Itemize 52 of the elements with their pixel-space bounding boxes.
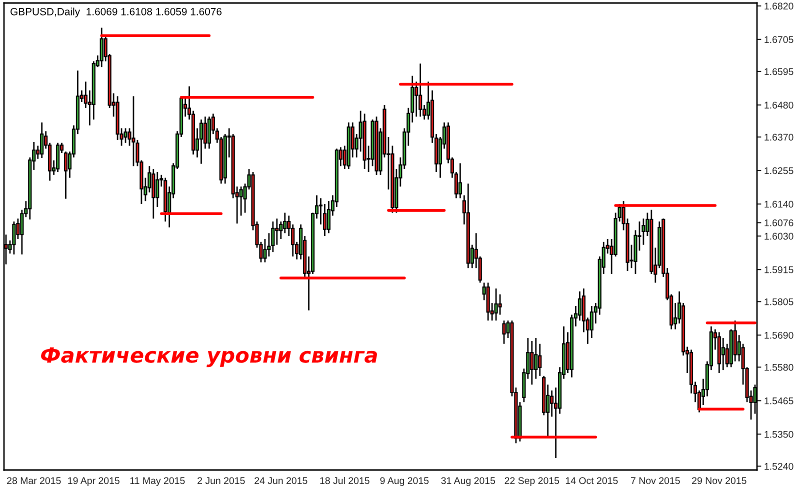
candlestick [152, 168, 156, 220]
y-tick-label: 1.6595 [764, 68, 794, 76]
y-tick-label: 1.5805 [764, 298, 794, 306]
candlestick [534, 337, 538, 380]
candlestick [733, 320, 737, 362]
candlestick [40, 122, 44, 159]
y-tick-label: 1.6480 [764, 102, 794, 109]
y-tick-label: 1.5690 [764, 332, 794, 339]
candlestick [124, 128, 128, 144]
candlestick [199, 118, 204, 165]
y-tick-label: 1.6370 [764, 134, 794, 141]
x-tick-label: 31 Aug 2015 [441, 477, 496, 486]
y-tick-label: 1.5350 [764, 430, 794, 438]
candlestick [721, 337, 725, 371]
x-tick-label: 19 Apr 2015 [68, 477, 120, 486]
x-tick-label: 24 Jun 2015 [254, 477, 308, 484]
y-tick-label: 1.6255 [764, 167, 794, 174]
candlestick [12, 220, 16, 256]
y-tick-label: 1.5915 [764, 266, 794, 274]
x-tick-label: 22 Sep 2015 [504, 477, 560, 486]
candlestick [538, 343, 542, 377]
y-tick-label: 1.6140 [764, 200, 794, 208]
annotation: Фактические уровни свинга [41, 347, 377, 368]
x-tick-label: 28 Mar 2015 [7, 477, 61, 484]
x-tick-label: 9 Aug 2015 [380, 477, 429, 486]
candlestick [418, 62, 422, 118]
y-tick-label: 1.5465 [764, 397, 794, 404]
candlestick [498, 294, 502, 316]
y-tick-label: 1.5240 [764, 462, 794, 470]
candlestick [271, 220, 275, 253]
x-tick-label: 2 Jun 2015 [198, 477, 245, 484]
x-tick-label: 7 Nov 2015 [631, 477, 680, 484]
chart-title: GBPUSD,Daily 1.6069 1.6108 1.6059 1.6076 [10, 8, 222, 18]
y-tick-label: 1.6820 [764, 2, 794, 10]
y-tick-label: 1.6030 [764, 232, 794, 240]
candlestick [207, 116, 211, 150]
candlestick [530, 340, 534, 386]
candlestick [502, 320, 506, 345]
y-tick-label: 1.5580 [764, 364, 794, 371]
y-tick-label: 1.6076 [764, 219, 794, 226]
candlestick [494, 288, 498, 322]
candlestick [275, 218, 279, 246]
candlestick [458, 162, 462, 199]
candlestick [156, 171, 160, 208]
candlestick [132, 96, 136, 167]
x-tick-label: 18 Jul 2015 [320, 476, 370, 484]
candlestick [56, 142, 60, 173]
x-tick-label: 11 May 2015 [130, 477, 185, 486]
x-tick-label: 29 Nov 2015 [692, 477, 746, 484]
candlestick [100, 27, 104, 68]
y-tick-label: 1.6705 [764, 36, 794, 44]
x-tick-label: 14 Oct 2015 [566, 477, 618, 484]
